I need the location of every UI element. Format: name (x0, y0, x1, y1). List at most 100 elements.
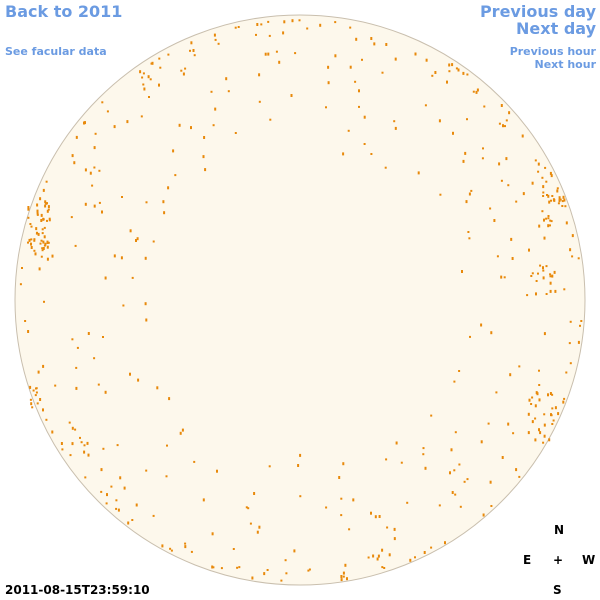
facula (120, 256, 123, 260)
facula (395, 441, 398, 445)
facula (534, 417, 537, 420)
facula (556, 187, 559, 190)
facula (490, 331, 493, 335)
facula (189, 49, 191, 52)
facula (30, 246, 33, 249)
facula (448, 70, 451, 73)
facula (172, 149, 175, 153)
facula (453, 469, 456, 472)
facula (69, 454, 72, 457)
facula (459, 505, 462, 508)
facula (386, 526, 389, 529)
facula (476, 88, 479, 92)
facula (38, 267, 41, 271)
back-link[interactable]: Back to 2011 (5, 2, 123, 21)
facula (31, 406, 34, 409)
facula (60, 442, 63, 445)
facula (152, 514, 155, 517)
next-day-link[interactable]: Next day (516, 19, 596, 38)
facula (71, 338, 74, 341)
facula (100, 468, 103, 472)
facula (21, 267, 23, 269)
facula (500, 104, 503, 107)
facula (470, 189, 473, 192)
facula (531, 272, 534, 275)
next-hour-link[interactable]: Next hour (534, 58, 597, 71)
facula (545, 265, 548, 268)
facula (457, 68, 460, 72)
facula (158, 83, 160, 87)
facula (293, 549, 296, 553)
compass-north: N (554, 523, 565, 537)
facula (545, 293, 548, 295)
facula (280, 579, 283, 582)
facula (104, 276, 107, 280)
previous-hour-link[interactable]: Previous hour (509, 45, 596, 58)
facula (190, 550, 193, 553)
facula (123, 486, 126, 490)
facula (180, 69, 183, 72)
facula (577, 257, 580, 260)
facula (565, 221, 568, 225)
facula (42, 408, 44, 412)
facula (97, 383, 100, 386)
facula (562, 400, 565, 404)
facula (543, 434, 546, 438)
facula (370, 153, 373, 155)
facula (39, 398, 42, 401)
facula (504, 125, 506, 128)
facula (455, 67, 458, 70)
facula (551, 195, 554, 197)
facula (377, 554, 380, 558)
facula (550, 174, 553, 178)
facular-data-link[interactable]: See facular data (5, 45, 107, 58)
facula (538, 369, 540, 372)
facula (168, 397, 171, 401)
facula (251, 576, 254, 580)
facula (548, 438, 551, 442)
facula (542, 266, 544, 270)
facula (40, 255, 43, 258)
facula (43, 300, 45, 303)
facula (48, 219, 51, 222)
facula (564, 205, 567, 208)
facula (507, 422, 510, 426)
facula (547, 393, 549, 397)
facula (347, 129, 350, 132)
facula (541, 210, 544, 213)
facula (84, 476, 87, 479)
facula (42, 247, 45, 250)
facula (549, 289, 552, 293)
facula (509, 373, 512, 377)
facula (203, 136, 206, 139)
facula (546, 194, 548, 196)
facula (549, 392, 552, 395)
facula (340, 575, 343, 578)
facula (480, 440, 483, 444)
facula (135, 239, 137, 242)
facula (182, 72, 185, 76)
facula (515, 200, 518, 203)
facula (388, 553, 391, 557)
facula (43, 235, 46, 239)
facula (552, 419, 555, 422)
facula (568, 342, 571, 345)
facula (543, 236, 546, 240)
facula (308, 568, 311, 571)
facula (71, 442, 74, 446)
facula (253, 492, 256, 495)
facula (291, 19, 294, 23)
facula (139, 70, 142, 74)
facula (558, 199, 561, 203)
facula (129, 229, 132, 233)
facula (190, 126, 192, 130)
previous-day-link[interactable]: Previous day (479, 2, 596, 21)
facula (263, 572, 266, 576)
facula (340, 578, 343, 582)
facula (349, 65, 352, 69)
facula (461, 270, 463, 273)
facula (76, 346, 79, 349)
facula (167, 186, 170, 190)
facula (385, 458, 388, 461)
facula (535, 280, 538, 282)
